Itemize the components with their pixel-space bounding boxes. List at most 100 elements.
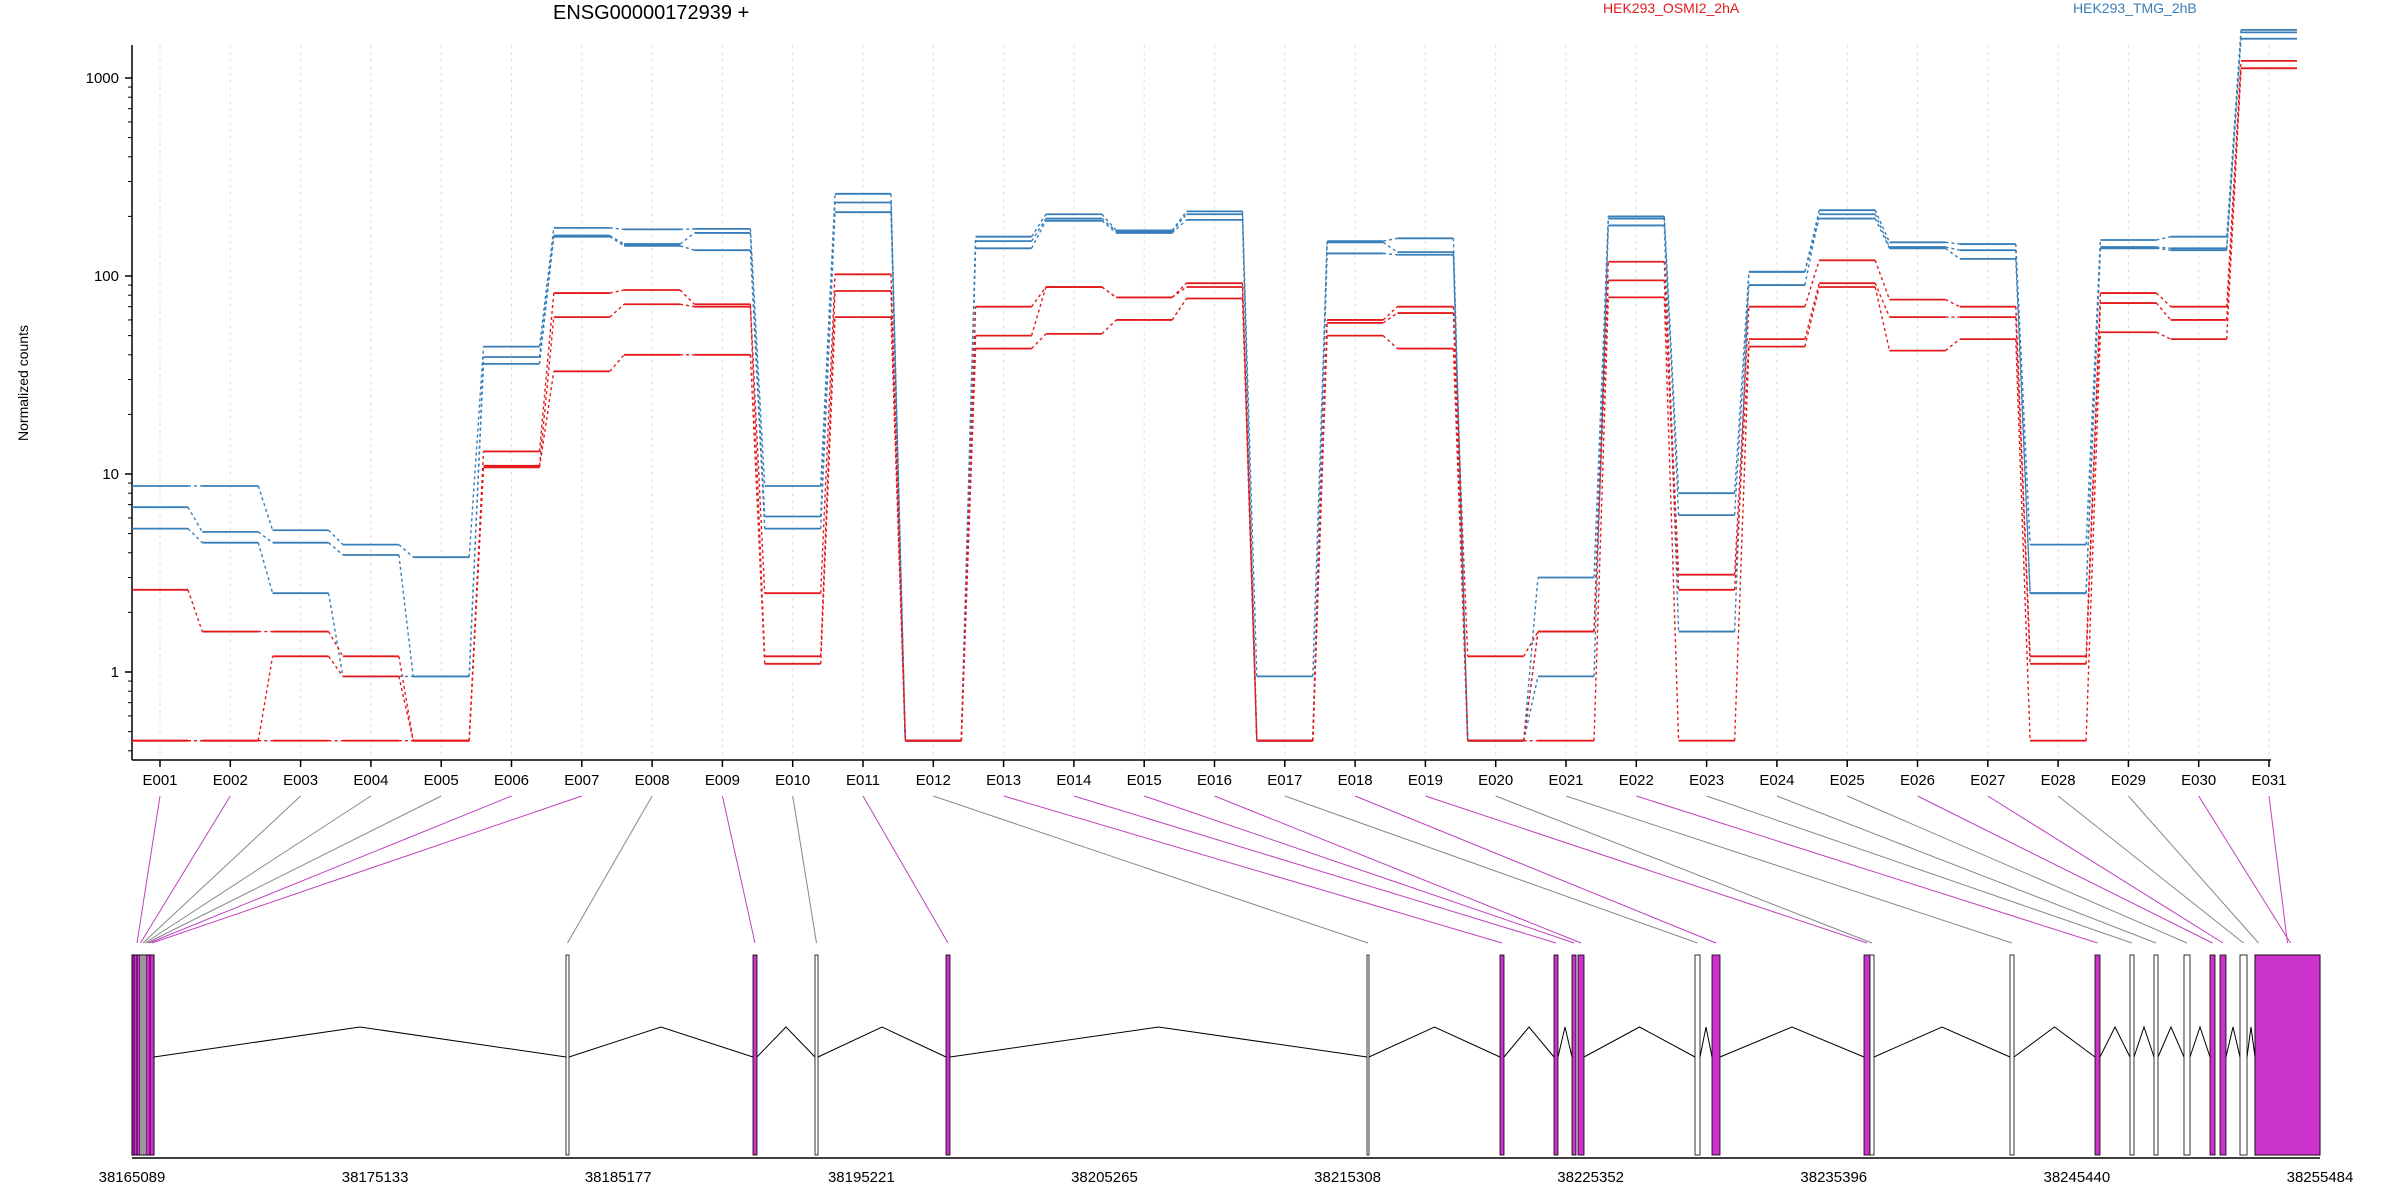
x-tick-label: E011 bbox=[846, 772, 880, 789]
exon-transition bbox=[2085, 303, 2102, 664]
intron-line bbox=[817, 1026, 947, 1058]
exon-transition bbox=[328, 655, 344, 677]
exon-transition bbox=[2156, 247, 2171, 251]
x-tick-label: E006 bbox=[494, 772, 529, 789]
exon-transition bbox=[2015, 258, 2031, 594]
x-tick-label: E021 bbox=[1548, 772, 1583, 789]
x-tick-label: E017 bbox=[1267, 772, 1302, 789]
intron-line bbox=[2099, 1025, 2131, 1058]
axis-ticks: 1 10 100 1000 E001 E002 E003 E004 E005 E006 E007 E0… bbox=[86, 70, 2287, 789]
gene-model bbox=[131, 954, 2321, 1156]
exon-transition bbox=[1523, 631, 1539, 657]
exon-transition bbox=[609, 354, 625, 372]
exon-transition bbox=[1523, 631, 1539, 741]
x-tick-label: E022 bbox=[1619, 772, 1654, 789]
exon-transition bbox=[257, 542, 274, 594]
x-tick-label: E002 bbox=[213, 772, 248, 789]
exon-transition bbox=[749, 306, 766, 657]
intron-line bbox=[1368, 1026, 1501, 1058]
exon-transition bbox=[1733, 271, 1750, 632]
x-tick-label: E024 bbox=[1759, 772, 1794, 789]
exon-transition bbox=[2085, 332, 2102, 741]
exon-transition bbox=[257, 485, 274, 531]
intron-line bbox=[756, 1026, 816, 1058]
exon-connector bbox=[148, 795, 512, 944]
exon-transition bbox=[398, 656, 414, 741]
exon-transition bbox=[398, 554, 414, 677]
exon-connector-lines bbox=[136, 795, 2291, 944]
exon-connector bbox=[1003, 795, 1503, 944]
y-tick-label: 1000 bbox=[86, 70, 119, 87]
exon-transition bbox=[609, 236, 625, 247]
exon-box bbox=[149, 954, 155, 1156]
exon-box bbox=[2219, 954, 2227, 1156]
exon-transition bbox=[1382, 335, 1398, 350]
exon-transition bbox=[1663, 280, 1680, 590]
exon-transition bbox=[2156, 235, 2171, 241]
exon-transition bbox=[398, 544, 414, 558]
x-tick-label: E008 bbox=[635, 772, 670, 789]
exon-transition bbox=[2155, 302, 2172, 321]
x-tick-label: E031 bbox=[2251, 772, 2286, 789]
exon-transition bbox=[1171, 298, 1188, 321]
exon-connector bbox=[1354, 795, 1717, 944]
x-tick-label: E004 bbox=[353, 772, 388, 789]
exon-transition bbox=[749, 250, 766, 529]
exon-connector bbox=[140, 795, 231, 944]
exon-transition bbox=[2156, 246, 2171, 250]
legend-item-osmi2: HEK293_OSMI2_2hA bbox=[1603, 0, 1740, 16]
coordinate-label: 38185177 bbox=[585, 1169, 652, 1186]
exon-box bbox=[2183, 954, 2191, 1156]
exon-box bbox=[945, 954, 951, 1156]
exon-connector bbox=[1706, 795, 2133, 944]
exon-box bbox=[1366, 954, 1370, 1156]
exon-connector bbox=[1495, 795, 1873, 944]
exon-transition bbox=[538, 227, 555, 347]
exon-transition bbox=[1945, 246, 1960, 251]
exon-transition bbox=[820, 317, 836, 664]
exon-box bbox=[1869, 954, 1875, 1156]
intron-line bbox=[2013, 1026, 2096, 1058]
exon-connector bbox=[1917, 795, 2213, 944]
exon-connector bbox=[151, 795, 582, 944]
exon-box bbox=[2153, 954, 2159, 1156]
exon-transition bbox=[1593, 280, 1609, 632]
exon-transition bbox=[468, 467, 485, 741]
exon-connector bbox=[136, 795, 161, 944]
coordinate-label: 38205265 bbox=[1071, 1169, 1138, 1186]
exon-transition bbox=[1241, 298, 1258, 741]
y-tick-label: 10 bbox=[102, 466, 119, 483]
exon-transition bbox=[1031, 286, 1047, 308]
x-tick-label: E030 bbox=[2181, 772, 2216, 789]
exon-transition bbox=[1030, 286, 1047, 336]
exon-transition bbox=[749, 304, 766, 594]
exon-transition bbox=[1382, 237, 1398, 242]
x-tick-label: E016 bbox=[1197, 772, 1232, 789]
exon-transition bbox=[820, 193, 836, 487]
exon-transition bbox=[2015, 317, 2031, 664]
x-tick-label: E009 bbox=[705, 772, 740, 789]
exon-transition bbox=[1452, 306, 1469, 657]
exon-transition bbox=[1804, 210, 1820, 272]
exon-connector bbox=[1565, 795, 2013, 944]
exon-transition bbox=[1663, 218, 1680, 516]
exon-transition bbox=[398, 676, 414, 741]
y-tick-label: 1 bbox=[111, 664, 119, 681]
exon-transition bbox=[1171, 210, 1188, 231]
vertical-gridlines bbox=[159, 45, 2270, 760]
x-tick-label: E013 bbox=[986, 772, 1021, 789]
exon-transition bbox=[1312, 335, 1328, 741]
intron-line bbox=[153, 1026, 567, 1058]
y-axis-label: Normalized counts bbox=[15, 325, 31, 441]
exon-transition bbox=[1101, 286, 1117, 298]
x-tick-label: E012 bbox=[916, 772, 951, 789]
exon-transition bbox=[1382, 241, 1398, 253]
exon-connector bbox=[862, 795, 949, 944]
intron-line bbox=[1699, 1026, 1713, 1058]
exon-box bbox=[1499, 954, 1505, 1156]
x-tick-label: E023 bbox=[1689, 772, 1724, 789]
x-tick-label: E010 bbox=[775, 772, 810, 789]
exon-transition bbox=[2156, 331, 2172, 340]
chart-title: ENSG00000172939 + bbox=[553, 2, 750, 24]
exon-transition bbox=[187, 528, 203, 544]
